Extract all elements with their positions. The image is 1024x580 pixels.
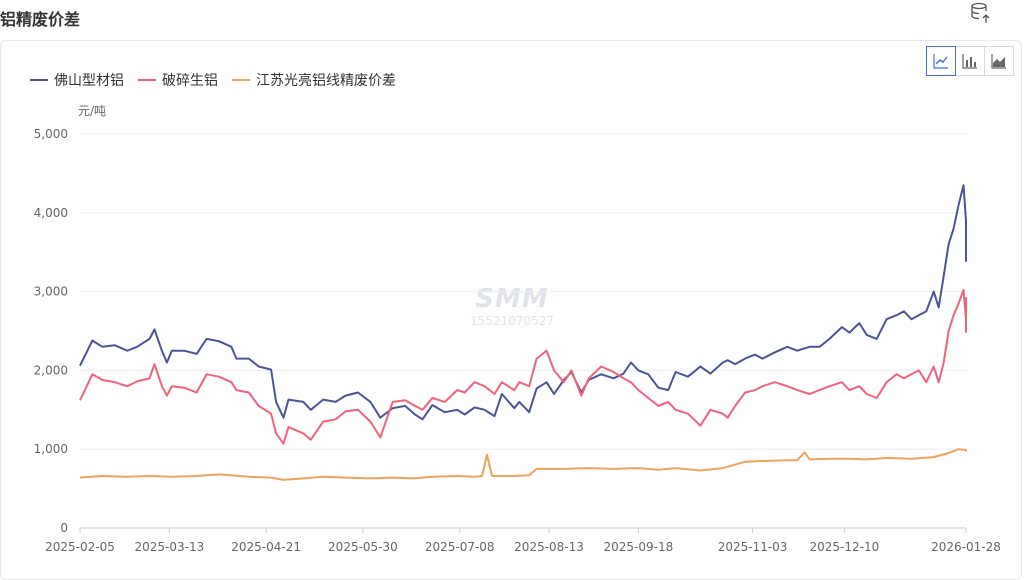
legend-label-foshan: 佛山型材铝 — [54, 73, 124, 89]
x-tick-label: 2025-04-21 — [231, 540, 301, 554]
legend-swatch-broken — [138, 79, 156, 81]
watermark-number: 15521070527 — [470, 314, 554, 328]
x-tick-label: 2025-02-05 — [45, 540, 115, 554]
line-chart: 0 1,000 2,000 3,000 4,000 5,000 2025-02-05 2025… — [34, 127, 1001, 554]
legend-item-broken[interactable]: 破碎生铝 — [138, 70, 218, 90]
series-line-2 — [79, 448, 967, 481]
y-tick-label: 5,000 — [34, 127, 68, 141]
watermark: SMM 15521070527 — [462, 284, 562, 328]
y-tick-label: 0 — [60, 521, 68, 535]
legend-item-jiangsu[interactable]: 江苏光亮铝线精废价差 — [232, 70, 396, 90]
legend-label-broken: 破碎生铝 — [162, 73, 218, 89]
x-tick-label: 2025-05-30 — [328, 540, 398, 554]
y-tick-label: 4,000 — [34, 206, 68, 220]
line-chart-icon[interactable] — [926, 46, 956, 76]
chart-view-switch — [926, 46, 1014, 76]
x-tick-label: 2025-03-13 — [134, 540, 204, 554]
area-chart-icon[interactable] — [984, 46, 1014, 76]
watermark-logo: SMM — [475, 284, 549, 314]
x-tick-label: 2025-11-03 — [718, 540, 788, 554]
series-line-1 — [79, 289, 967, 445]
x-tick-label: 2025-07-08 — [425, 540, 495, 554]
chart-legend: 佛山型材铝 破碎生铝 江苏光亮铝线精废价差 — [30, 70, 396, 90]
y-tick-label: 2,000 — [34, 363, 68, 377]
legend-swatch-foshan — [30, 79, 48, 81]
x-tick-label: 2026-01-28 — [931, 540, 1001, 554]
legend-label-jiangsu: 江苏光亮铝线精废价差 — [256, 73, 396, 89]
y-tick-label: 1,000 — [34, 442, 68, 456]
x-tick-label: 2025-12-10 — [810, 540, 880, 554]
page-title: 铝精废价差 — [0, 10, 81, 29]
x-tick-label: 2025-08-13 — [514, 540, 584, 554]
y-tick-label: 3,000 — [34, 285, 68, 299]
legend-swatch-jiangsu — [232, 79, 250, 81]
chart-card — [0, 40, 1022, 580]
database-export-icon[interactable] — [970, 2, 992, 24]
y-axis-unit: 元/吨 — [78, 104, 107, 118]
x-tick-label: 2025-09-18 — [604, 540, 674, 554]
legend-item-foshan[interactable]: 佛山型材铝 — [30, 70, 124, 90]
